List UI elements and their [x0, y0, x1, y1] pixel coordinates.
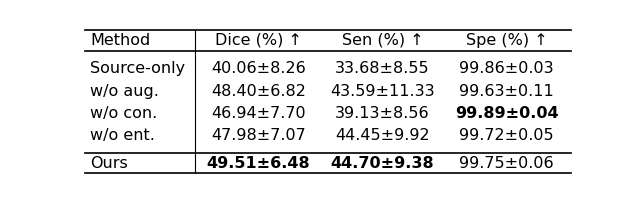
Text: w/o con.: w/o con. — [90, 106, 157, 121]
Text: 47.98±7.07: 47.98±7.07 — [211, 128, 306, 143]
Text: 48.40±6.82: 48.40±6.82 — [211, 84, 306, 99]
Text: 39.13±8.56: 39.13±8.56 — [335, 106, 430, 121]
Text: 99.86±0.03: 99.86±0.03 — [460, 61, 554, 76]
Text: 49.51±6.48: 49.51±6.48 — [207, 156, 310, 171]
Text: 44.70±9.38: 44.70±9.38 — [331, 156, 435, 171]
Text: Spe (%) ↑: Spe (%) ↑ — [466, 33, 547, 48]
Text: Source-only: Source-only — [90, 61, 185, 76]
Text: Sen (%) ↑: Sen (%) ↑ — [342, 33, 424, 48]
Text: w/o aug.: w/o aug. — [90, 84, 159, 99]
Text: Method: Method — [90, 33, 150, 48]
Text: w/o ent.: w/o ent. — [90, 128, 155, 143]
Text: 33.68±8.55: 33.68±8.55 — [335, 61, 430, 76]
Text: 43.59±11.33: 43.59±11.33 — [330, 84, 435, 99]
Text: 99.75±0.06: 99.75±0.06 — [460, 156, 554, 171]
Text: 40.06±8.26: 40.06±8.26 — [211, 61, 306, 76]
Text: Ours: Ours — [90, 156, 127, 171]
Text: Dice (%) ↑: Dice (%) ↑ — [215, 33, 302, 48]
Text: 99.89±0.04: 99.89±0.04 — [455, 106, 558, 121]
Text: 46.94±7.70: 46.94±7.70 — [211, 106, 306, 121]
Text: 99.63±0.11: 99.63±0.11 — [459, 84, 554, 99]
Text: 44.45±9.92: 44.45±9.92 — [335, 128, 430, 143]
Text: 99.72±0.05: 99.72±0.05 — [460, 128, 554, 143]
